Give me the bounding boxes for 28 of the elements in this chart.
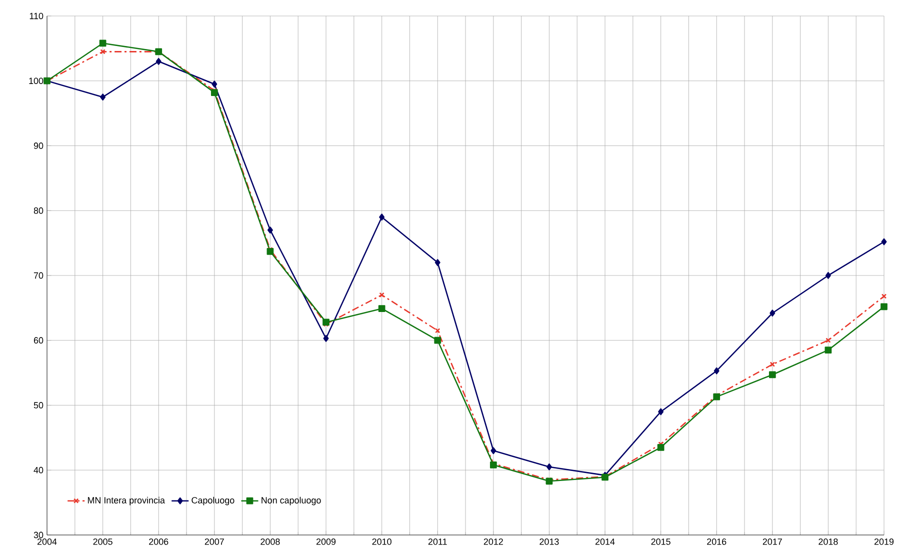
x-tick-label: 2011 — [428, 538, 447, 545]
y-tick-label: 30 — [34, 532, 44, 538]
y-tick-label: 40 — [34, 466, 44, 474]
x-tick-label: 2015 — [651, 538, 670, 545]
y-tick-label: 90 — [34, 142, 44, 149]
x-tick-label: 2004 — [37, 538, 57, 545]
x-tick-label: 2007 — [204, 538, 224, 545]
legend-label: MN Intera provincia — [88, 496, 165, 506]
legend-label: Non capoluogo — [262, 496, 321, 506]
x-tick-label: 2019 — [874, 538, 894, 545]
x-tick-label: 2018 — [818, 538, 838, 545]
x-tick-label: 2009 — [316, 538, 336, 545]
x-tick-label: 2016 — [707, 538, 726, 545]
x-tick-label: 2006 — [149, 538, 168, 545]
y-tick-label: 70 — [34, 272, 44, 279]
x-tick-label: 2005 — [93, 538, 112, 545]
x-tick-label: 2010 — [372, 538, 392, 545]
x-tick-label: 2012 — [484, 538, 503, 545]
legend-label: Capoluogo — [192, 496, 234, 506]
x-tick-label: 2008 — [260, 538, 280, 545]
x-tick-label: 2014 — [595, 538, 615, 545]
y-tick-label: 80 — [34, 207, 44, 214]
y-tick-label: 50 — [34, 402, 44, 408]
y-tick-label: 60 — [34, 337, 44, 344]
x-tick-label: 2017 — [762, 538, 782, 545]
y-tick-label: 110 — [30, 12, 44, 20]
x-tick-label: 2013 — [540, 538, 559, 545]
y-tick-label: 100 — [29, 78, 44, 84]
